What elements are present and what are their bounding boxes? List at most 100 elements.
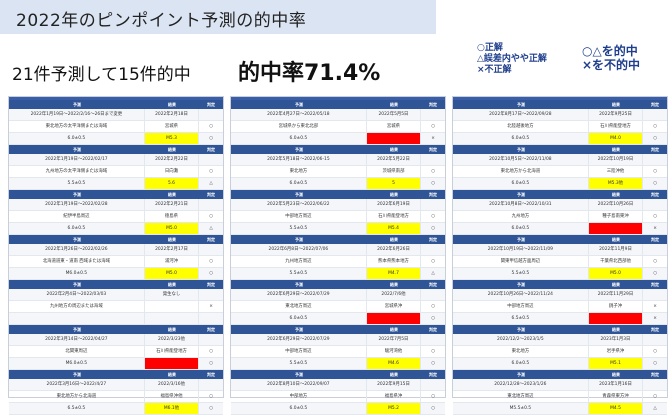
judge-cell (421, 154, 445, 165)
table-header: 予測 結果 判定 (453, 325, 667, 334)
predict-cell: 北関東周辺 (65, 349, 88, 354)
column-header: 結果 (612, 372, 620, 377)
result-cell: 2022年2月18日 (143, 109, 200, 120)
result-cell: 2023年1月3日 (587, 334, 644, 345)
result-cell: 宮城県 (365, 121, 422, 132)
table-row: 九州地方の太平洋側または海域 日向灘 ○ (9, 166, 223, 178)
predict-cell: 2022年1月26日〜2022/02/26 (45, 247, 108, 252)
result-cell: 福島県沖 (365, 391, 422, 402)
judge-cell (199, 109, 223, 120)
table-row: M5.5±0.5 M4.5 △ (453, 403, 667, 415)
result-cell: 青森県東方沖 (587, 391, 644, 402)
table-row: 5.5±0.5 M5.4 ○ (231, 223, 445, 235)
predict-cell: 2022年8月17日〜2022/09/28 (489, 112, 552, 117)
judge-cell (643, 109, 667, 120)
table-row: 東北地方から北海道 福島県沖他 ○ (9, 391, 223, 403)
table-row: 中部地方周辺 駿河湾他 ○ (231, 346, 445, 358)
column-header: 判定 (429, 192, 437, 197)
table-row: 2022年1月19日〜2022/02/17 2022年2月22日 (9, 154, 223, 166)
table-header: 予測 結果 判定 (9, 190, 223, 199)
result-cell: 2022/3/16他 (143, 379, 200, 390)
result-cell: 2022/3/23他 (143, 334, 200, 345)
legend-item: ○△を的中 (582, 44, 638, 58)
column-header: 予測 (295, 147, 303, 152)
predict-cell: M6.0±0.5 (65, 361, 88, 366)
column-header: 結果 (168, 192, 176, 197)
predict-cell: 6.0±0.5 (511, 136, 530, 141)
prediction-group: 予測 結果 判定 2022年1月19日〜2022/2/16〜26日まで変更 2022年2… (9, 100, 223, 145)
column-header: 判定 (651, 147, 659, 152)
predict-cell: 5.5±0.5 (289, 271, 308, 276)
judge-cell (421, 109, 445, 120)
legend-item: △誤差内やや正解 (477, 54, 547, 64)
predict-cell: 5.5±0.5 (289, 226, 308, 231)
result-cell (143, 301, 200, 312)
result-cell: 2022年2月22日 (143, 154, 200, 165)
column-header: 判定 (651, 102, 659, 107)
hit-rate: 的中率71.4% (238, 61, 381, 86)
predict-cell: 2022年3月16日〜2022/4/27 (46, 382, 107, 387)
judge-cell (643, 154, 667, 165)
predict-cell: 2022年10月5日〜2022/11/08 (489, 157, 552, 162)
table-row: 6.0±0.5 × (453, 223, 667, 235)
judge-cell: ○ (653, 169, 658, 174)
prediction-group: 予測 結果 判定 2022年6月29日〜2022/07/29 2022/7/6他 東北地方… (231, 280, 445, 325)
column-header: 判定 (207, 192, 215, 197)
table-top-border (9, 97, 223, 100)
predict-cell: 中部地方周辺 (285, 214, 312, 219)
predict-cell: 中部地方 (289, 394, 308, 399)
table-row: 2022年1月19日〜2022/2/16〜26日まで変更 2022年2月18日 (9, 109, 223, 121)
judge-cell: ○ (209, 394, 214, 399)
column-header: 予測 (73, 192, 81, 197)
predict-cell: 中部地方周辺 (507, 304, 534, 309)
result-cell: 三陸沖他 (587, 166, 644, 177)
result-cell: 熊本県熊本地方 (365, 256, 422, 267)
column-header: 予測 (73, 237, 81, 242)
judge-cell: △ (431, 271, 435, 276)
table-row: 6.0±0.5 M4.0 ○ (453, 133, 667, 145)
column-header: 予測 (517, 237, 525, 242)
table-row: 関東甲信越方面周辺 千葉県北西部他 ○ (453, 256, 667, 268)
column-header: 予測 (73, 102, 81, 107)
prediction-group: 予測 結果 判定 2022年3月16日〜2022/4/27 2022/3/16他 東北地方… (9, 370, 223, 415)
result-cell: 駿河湾他 (365, 346, 422, 357)
result-cell: M5.0 (143, 223, 200, 234)
predict-cell: 6.0±0.5 (511, 226, 530, 231)
prediction-group: 予測 結果 判定 2022/12/28〜2023/1/26 2023年1月16日 東北地方… (453, 370, 667, 415)
column-header: 結果 (390, 282, 398, 287)
predict-cell: 東北地方周辺 (285, 304, 312, 309)
predict-cell: 2022年10月8日〜2022/10/31 (489, 202, 552, 207)
result-cell: M5.0 (587, 268, 644, 279)
judge-cell: ○ (431, 361, 436, 366)
prediction-group: 予測 結果 判定 2022年10月19日〜2022/11/09 2022年11月9日 関東… (453, 235, 667, 280)
predict-cell: 6.0±0.5 (67, 136, 86, 141)
judge-cell (199, 244, 223, 255)
result-cell: 5 (365, 178, 422, 189)
table-row: 九州地方 種子島南東沖 ○ (453, 211, 667, 223)
column-header: 判定 (429, 102, 437, 107)
table-row: 2022年5月23日〜2022/06/22 2022年6月19日 (231, 199, 445, 211)
table-row: 2022年6月8日〜2022/07/06 2022年6月26日 (231, 244, 445, 256)
predict-cell: 東北地方 (289, 169, 308, 174)
result-cell: M5.3 (143, 133, 200, 144)
judge-cell (643, 334, 667, 345)
predict-cell: 九州地方 (511, 214, 530, 219)
table-row: 6.0±0.5 M5.2 ○ (231, 403, 445, 415)
table-row: 2022年8月10日〜2022/09/07 2022年9月15日 (231, 379, 445, 391)
table-row: 中部地方 福島県沖 ○ (231, 391, 445, 403)
table-row: 5.5±0.5 M4.6 ○ (231, 358, 445, 370)
judge-cell: ○ (431, 181, 436, 186)
predict-cell: 2022年5月18日〜2022/06-15 (267, 157, 330, 162)
column-header: 結果 (390, 327, 398, 332)
result-cell (587, 313, 644, 324)
judge-cell: × (653, 316, 657, 321)
predict-cell: M6.0±0.5 (65, 271, 88, 276)
prediction-table-3: 予測 結果 判定 2022年8月17日〜2022/09/28 2022年9月25日 北陸越… (452, 96, 668, 415)
judge-cell: ○ (209, 124, 214, 129)
result-cell: 2022年2月21日 (143, 199, 200, 210)
result-cell: 宮城県沖 (365, 301, 422, 312)
judge-cell: × (431, 136, 435, 141)
column-header: 結果 (612, 327, 620, 332)
result-cell: 2022年11月29日 (587, 289, 644, 300)
table-row: 九州地方周辺 熊本県熊本地方 ○ (231, 256, 445, 268)
